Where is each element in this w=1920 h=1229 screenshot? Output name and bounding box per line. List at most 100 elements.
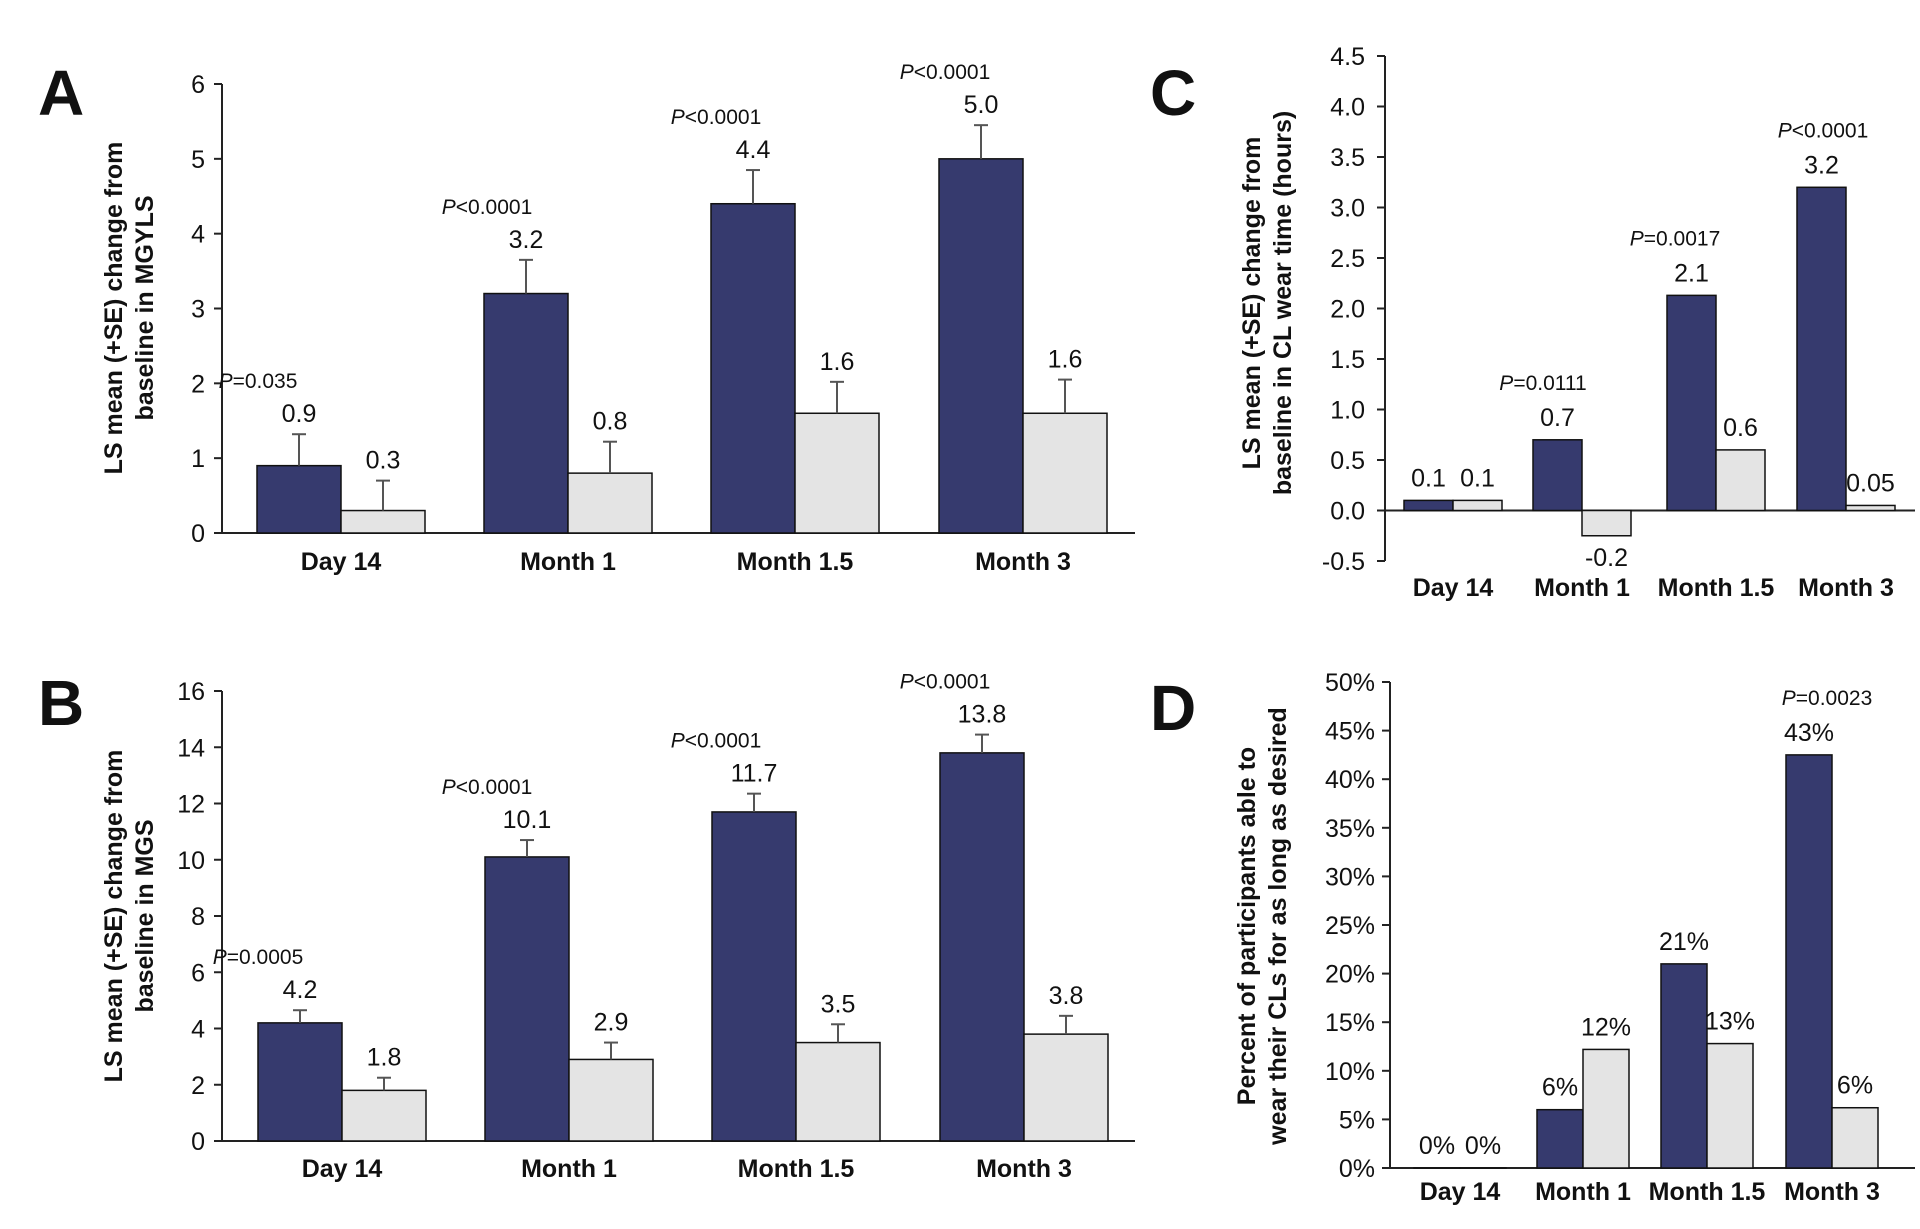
p-symbol: P: [219, 370, 233, 393]
panel-letter: A: [38, 57, 84, 129]
bar: [1452, 499, 1503, 512]
y-tick-label: 4.0: [1330, 94, 1365, 122]
category-label: Month 3: [975, 548, 1071, 576]
y-tick-label: 2: [191, 1072, 205, 1100]
bar: [1536, 1108, 1584, 1169]
y-tick-label: 1.0: [1330, 397, 1365, 425]
p-value-label: P=0.0111: [1499, 372, 1586, 395]
y-tick-label: 16: [177, 678, 205, 706]
bar: [794, 412, 880, 534]
bar: [1532, 439, 1583, 512]
p-value-label: P=0.0023: [1782, 687, 1873, 710]
bar: [938, 158, 1024, 534]
bar: [1715, 449, 1766, 512]
y-tick-label: 40%: [1325, 766, 1375, 794]
category-label: Month 1.5: [1658, 574, 1775, 602]
p-value: <0.0001: [685, 730, 762, 753]
y-tick-label: 14: [177, 734, 205, 762]
p-value-label: P<0.0001: [442, 776, 533, 799]
y-tick-label: 12: [177, 791, 205, 819]
y-tick-label: 20%: [1325, 961, 1375, 989]
p-value: <0.0001: [456, 196, 533, 219]
data-label: 0.9: [282, 400, 317, 428]
data-label: 0.1: [1411, 464, 1446, 492]
p-symbol: P: [442, 196, 456, 219]
y-tick-label: 10: [177, 847, 205, 875]
y-tick-label: 0%: [1339, 1155, 1375, 1183]
p-symbol: P: [213, 946, 227, 969]
bar: [795, 1041, 881, 1142]
data-label: 43%: [1784, 719, 1834, 747]
p-value: <0.0001: [685, 106, 762, 129]
data-label: 2.9: [594, 1009, 629, 1037]
p-value-label: P=0.0017: [1630, 227, 1721, 250]
p-value: <0.0001: [456, 776, 533, 799]
category-label: Month 1: [1535, 1178, 1631, 1206]
bar: [1831, 1106, 1879, 1169]
p-value: <0.0001: [1792, 119, 1869, 142]
bar: [1581, 509, 1632, 537]
data-label: 0.7: [1540, 404, 1575, 432]
bar: [710, 202, 796, 534]
p-value-label: P<0.0001: [442, 196, 533, 219]
data-label: 1.6: [1048, 346, 1083, 374]
data-label: 3.2: [1804, 151, 1839, 179]
y-axis-label-line: LS mean (+SE) change from: [100, 750, 128, 1083]
y-tick-label: 10%: [1325, 1058, 1375, 1086]
y-tick-label: 15%: [1325, 1009, 1375, 1037]
y-axis-label-line: baseline in CL wear time (hours): [1269, 111, 1297, 495]
data-label: 3.5: [821, 990, 856, 1018]
p-value-label: P<0.0001: [671, 106, 762, 129]
y-tick-label: 3.5: [1330, 144, 1365, 172]
y-tick-label: 6: [191, 959, 205, 987]
category-label: Month 3: [1798, 574, 1894, 602]
bar: [1666, 294, 1717, 512]
panel-a: A 0 1 2 3 4 5 6 LS mean (+SE) change from baselin…: [38, 57, 1135, 576]
bar: [1785, 754, 1833, 1169]
y-axis-label: Percent of participants able to wear thei…: [1233, 707, 1292, 1146]
bar: [567, 472, 653, 534]
p-symbol: P: [900, 61, 914, 84]
p-value: =0.0111: [1513, 372, 1586, 395]
y-axis-label-line: Percent of participants able to: [1233, 747, 1261, 1105]
p-value: <0.0001: [914, 61, 991, 84]
data-label: 0.1: [1460, 464, 1495, 492]
data-label: 13%: [1705, 1008, 1755, 1036]
y-tick-label: 8: [191, 903, 205, 931]
data-label: 0.6: [1723, 414, 1758, 442]
data-label: 5.0: [964, 91, 999, 119]
p-value: <0.0001: [914, 671, 991, 694]
y-tick-label: 35%: [1325, 815, 1375, 843]
p-value-label: P<0.0001: [900, 671, 991, 694]
p-symbol: P: [671, 730, 685, 753]
data-label: 0%: [1419, 1132, 1455, 1160]
y-tick-label: 25%: [1325, 912, 1375, 940]
category-label: Month 1: [521, 1155, 617, 1183]
data-label: 13.8: [958, 701, 1007, 729]
p-symbol: P: [1630, 227, 1644, 250]
bar: [1023, 1033, 1109, 1142]
bar: [257, 1022, 343, 1142]
p-value-label: P=0.0005: [213, 946, 304, 969]
p-symbol: P: [1782, 687, 1796, 710]
category-label: Month 1.5: [1649, 1178, 1766, 1206]
bar: [1660, 963, 1708, 1169]
data-label: 3.8: [1049, 982, 1084, 1010]
category-label: Month 1: [1534, 574, 1630, 602]
category-label: Month 3: [1784, 1178, 1880, 1206]
panel-c: C -0.5 0.0 0.5 1.0 1.5 2.0 2.5 3.0 3.5 4.0 4.5 LS me…: [1150, 43, 1915, 602]
bar: [1845, 504, 1896, 512]
p-value-label: P<0.0001: [900, 61, 991, 84]
y-tick-label: 2.0: [1330, 296, 1365, 324]
category-label: Day 14: [302, 1155, 383, 1183]
category-label: Month 1.5: [737, 548, 854, 576]
data-label: 0.3: [366, 447, 401, 475]
y-tick-label: 6: [191, 71, 205, 99]
data-label: 0%: [1465, 1132, 1501, 1160]
data-label: 2.1: [1674, 259, 1709, 287]
p-symbol: P: [1778, 119, 1792, 142]
bar: [1403, 499, 1454, 512]
bar: [1022, 412, 1108, 534]
category-label: Month 1: [520, 548, 616, 576]
